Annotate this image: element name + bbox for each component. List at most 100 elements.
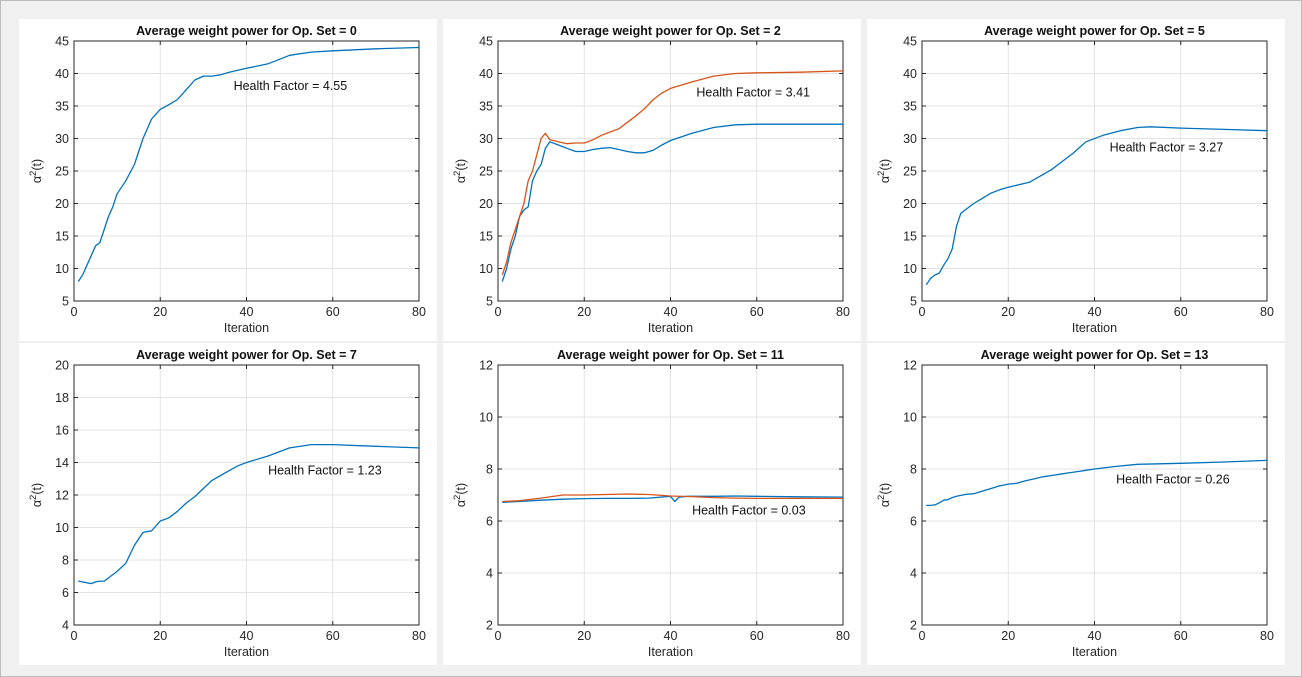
health-factor-annotation: Health Factor = 4.55 [234, 79, 348, 93]
y-tick-label: 30 [55, 132, 69, 146]
y-tick-label: 8 [486, 463, 493, 477]
y-tick-label: 12 [55, 489, 69, 503]
y-tick-label: 6 [910, 515, 917, 529]
x-tick-label: 40 [1088, 629, 1102, 643]
y-tick-label: 12 [479, 359, 493, 373]
grid [73, 364, 420, 626]
y-label-base: α [30, 500, 44, 507]
y-tick-label: 15 [55, 230, 69, 244]
x-tick-label: 20 [1001, 305, 1015, 319]
x-tick-label: 0 [919, 305, 926, 319]
y-axis-label: α2(t) [28, 159, 44, 183]
x-tick-label: 80 [836, 629, 850, 643]
x-axis-label: Iteration [648, 645, 693, 659]
y-tick-label: 5 [910, 295, 917, 309]
y-label-rest: (t) [30, 159, 44, 171]
y-tick-label: 18 [55, 391, 69, 405]
x-tick-label: 80 [1260, 629, 1274, 643]
y-label-base: α [878, 500, 892, 507]
x-tick-label: 60 [326, 629, 340, 643]
y-tick-label: 4 [62, 619, 69, 633]
series-line-0 [926, 459, 1268, 507]
subplot-op-set-2: 0 20 40 60 80 5 10 15 20 25 30 35 40 45 Average weight… [443, 19, 861, 341]
x-tick-label: 60 [750, 629, 764, 643]
x-axis-label: Iteration [224, 321, 269, 335]
y-axis-label: α2(t) [876, 159, 892, 183]
x-tick-label: 20 [153, 629, 167, 643]
chart-svg: 0 20 40 60 80 5 10 15 20 25 30 35 40 45 Average weight… [28, 24, 426, 335]
x-tick-label: 80 [1260, 305, 1274, 319]
subplot-op-set-5: 0 20 40 60 80 5 10 15 20 25 30 35 40 45 Average weight… [867, 19, 1285, 341]
x-tick-label: 40 [240, 305, 254, 319]
y-tick-label: 5 [486, 295, 493, 309]
x-tick-label: 0 [71, 305, 78, 319]
x-tick-label: 40 [664, 305, 678, 319]
x-tick-label: 40 [664, 629, 678, 643]
y-tick-label: 20 [55, 197, 69, 211]
y-tick-label: 10 [55, 262, 69, 276]
y-axis-label: α2(t) [876, 483, 892, 507]
y-tick-label: 40 [479, 67, 493, 81]
y-tick-label: 8 [910, 463, 917, 477]
y-tick-label: 6 [486, 515, 493, 529]
x-tick-label: 60 [326, 305, 340, 319]
y-label-base: α [454, 500, 468, 507]
grid [921, 364, 1268, 626]
chart-svg: 0 20 40 60 80 2 4 6 8 10 12 Average weight power fo… [876, 348, 1274, 659]
y-tick-label: 45 [903, 35, 917, 49]
series-line-0 [925, 126, 1268, 286]
grid [497, 40, 844, 302]
y-tick-label: 5 [62, 295, 69, 309]
x-tick-label: 20 [153, 305, 167, 319]
y-tick-label: 2 [486, 619, 493, 633]
health-factor-annotation: Health Factor = 0.26 [1116, 472, 1230, 486]
x-tick-label: 20 [577, 629, 591, 643]
y-tick-label: 8 [62, 554, 69, 568]
y-tick-label: 10 [903, 262, 917, 276]
x-tick-label: 0 [71, 629, 78, 643]
y-tick-label: 20 [479, 197, 493, 211]
y-tick-label: 10 [55, 521, 69, 535]
x-tick-label: 60 [1174, 629, 1188, 643]
x-axis-label: Iteration [1072, 321, 1117, 335]
y-tick-label: 25 [479, 165, 493, 179]
y-tick-label: 10 [903, 411, 917, 425]
y-tick-label: 15 [903, 230, 917, 244]
y-tick-label: 20 [55, 359, 69, 373]
grid [921, 40, 1268, 302]
y-label-rest: (t) [878, 483, 892, 495]
y-label-sup: 2 [876, 171, 887, 176]
y-axis-label: α2(t) [28, 483, 44, 507]
y-label-base: α [30, 176, 44, 183]
x-axis-label: Iteration [1072, 645, 1117, 659]
y-tick-label: 10 [479, 262, 493, 276]
x-tick-label: 20 [1001, 629, 1015, 643]
y-label-rest: (t) [454, 159, 468, 171]
y-label-base: α [878, 176, 892, 183]
x-tick-label: 60 [1174, 305, 1188, 319]
y-tick-label: 16 [55, 424, 69, 438]
y-label-sup: 2 [452, 171, 463, 176]
subplot-op-set-13: 0 20 40 60 80 2 4 6 8 10 12 Average weight power fo… [867, 343, 1285, 665]
x-tick-label: 40 [1088, 305, 1102, 319]
y-tick-label: 25 [55, 165, 69, 179]
subplot-op-set-0: 0 20 40 60 80 5 10 15 20 25 30 35 40 45 Average weight… [19, 19, 437, 341]
x-axis-label: Iteration [224, 645, 269, 659]
y-label-rest: (t) [30, 483, 44, 495]
y-tick-label: 14 [55, 456, 69, 470]
y-tick-label: 10 [479, 411, 493, 425]
series-line-1 [502, 493, 843, 503]
x-tick-label: 0 [495, 305, 502, 319]
x-tick-label: 20 [577, 305, 591, 319]
y-tick-label: 45 [55, 35, 69, 49]
y-tick-label: 6 [62, 586, 69, 600]
health-factor-annotation: Health Factor = 3.27 [1110, 141, 1224, 155]
y-axis-label: α2(t) [452, 483, 468, 507]
y-label-sup: 2 [28, 495, 39, 500]
y-label-sup: 2 [876, 495, 887, 500]
chart-title: Average weight power for Op. Set = 2 [560, 24, 781, 38]
y-tick-label: 45 [479, 35, 493, 49]
series-line-0 [501, 123, 843, 282]
y-tick-label: 40 [903, 67, 917, 81]
